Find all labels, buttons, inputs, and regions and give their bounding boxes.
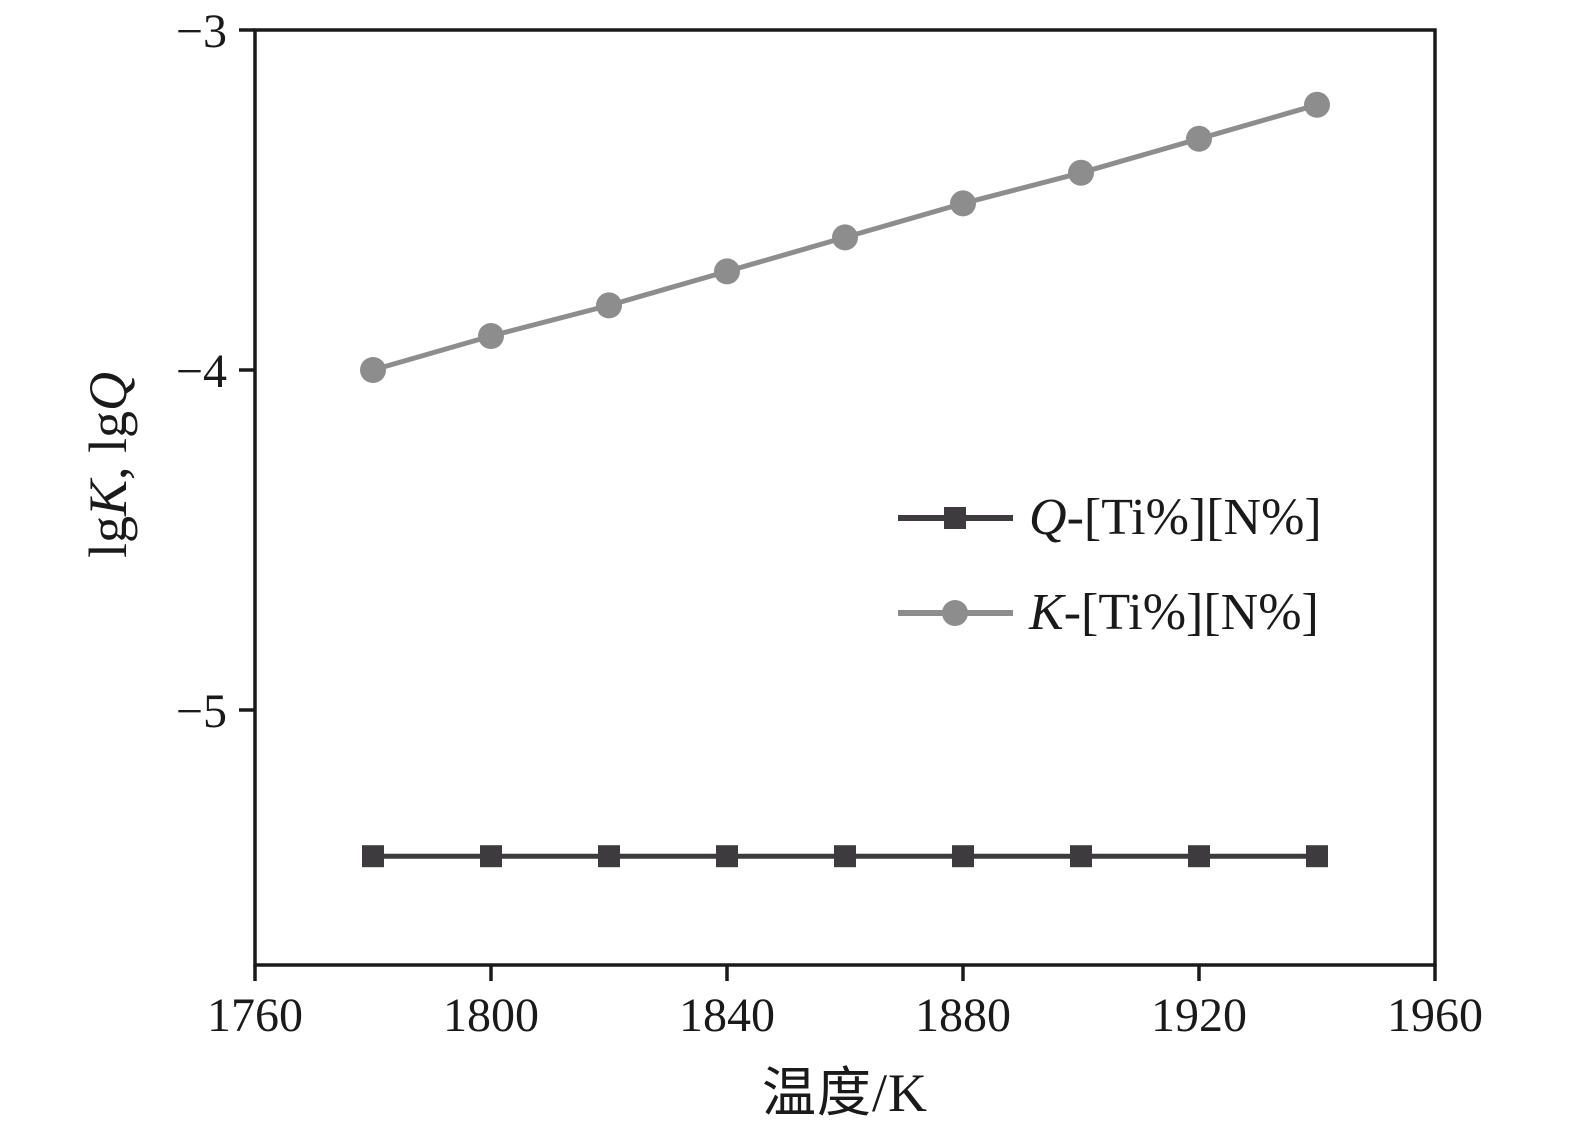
legend-label-series-letter: Q (1029, 489, 1067, 546)
x-tick-label: 1840 (679, 989, 775, 1042)
data-point-square (362, 845, 384, 868)
legend-label-rest: -[Ti%][N%] (1066, 489, 1322, 546)
data-point-square (716, 845, 738, 868)
data-point-circle (596, 292, 622, 319)
data-point-square (480, 845, 502, 868)
data-point-circle (1304, 91, 1330, 118)
legend-sample-circle-marker (898, 587, 1013, 639)
data-point-circle (1068, 159, 1094, 186)
x-tick-label: 1960 (1387, 989, 1483, 1042)
data-point-square (952, 845, 974, 868)
data-point-circle (832, 224, 858, 251)
legend-item-q: Q-[Ti%][N%] (898, 488, 1322, 547)
data-point-circle (1186, 125, 1212, 152)
legend-sample-square-marker (898, 492, 1013, 544)
y-tick-label: −3 (176, 5, 227, 58)
legend-item-k: K-[Ti%][N%] (898, 583, 1322, 642)
y-axis-label-part-italic: Q (78, 371, 138, 411)
data-point-square (834, 845, 856, 868)
legend: Q-[Ti%][N%] K-[Ti%][N%] (898, 488, 1322, 642)
y-axis-label: lgK, lgQ (77, 372, 139, 558)
data-point-circle (478, 323, 504, 349)
y-axis-label-part-italic: K (78, 479, 138, 517)
y-axis-label-part: , lg (78, 410, 138, 480)
legend-label-series-letter: K (1029, 584, 1064, 641)
data-point-circle (714, 258, 740, 285)
legend-square-marker (944, 506, 966, 529)
data-point-circle (950, 190, 976, 217)
y-axis-label-part: lg (78, 516, 138, 559)
plot-frame (253, 28, 1437, 967)
y-tick-label: −4 (176, 345, 227, 398)
y-tick-label: −5 (176, 685, 227, 738)
legend-label-rest: -[Ti%][N%] (1063, 584, 1319, 641)
data-point-square (1188, 845, 1210, 868)
data-point-square (598, 845, 620, 868)
data-point-square (1306, 845, 1328, 868)
x-tick-label: 1880 (915, 989, 1011, 1042)
legend-label: K-[Ti%][N%] (1029, 583, 1319, 642)
x-tick-label: 1800 (443, 989, 539, 1042)
x-tick-label: 1760 (207, 989, 303, 1042)
legend-label: Q-[Ti%][N%] (1029, 488, 1322, 547)
legend-sample-svg (898, 506, 1013, 529)
legend-sample-svg (898, 599, 1013, 626)
data-point-circle (360, 357, 386, 383)
x-axis-label: 温度/K (762, 1063, 928, 1123)
legend-circle-marker (942, 599, 968, 626)
x-tick-label: 1920 (1151, 989, 1247, 1042)
data-point-square (1070, 845, 1092, 868)
